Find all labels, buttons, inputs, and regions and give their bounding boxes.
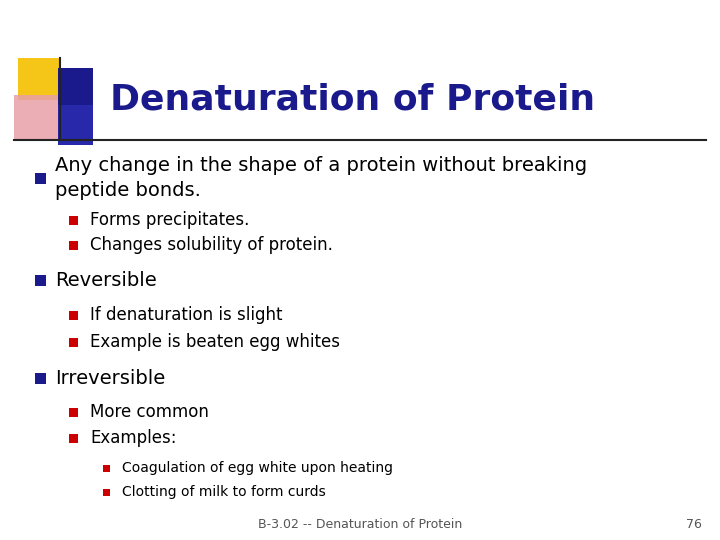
Bar <box>102 489 109 496</box>
Text: Reversible: Reversible <box>55 271 157 289</box>
Text: Example is beaten egg whites: Example is beaten egg whites <box>90 333 340 351</box>
Text: Irreversible: Irreversible <box>55 368 166 388</box>
Text: 76: 76 <box>686 517 702 530</box>
Text: Coagulation of egg white upon heating: Coagulation of egg white upon heating <box>122 461 393 475</box>
Text: Examples:: Examples: <box>90 429 176 447</box>
Text: Denaturation of Protein: Denaturation of Protein <box>110 83 595 117</box>
Bar <box>68 408 78 416</box>
Text: More common: More common <box>90 403 209 421</box>
Bar <box>35 172 45 184</box>
Bar <box>58 105 93 145</box>
Text: If denaturation is slight: If denaturation is slight <box>90 306 282 324</box>
Bar <box>14 95 64 140</box>
Text: Changes solubility of protein.: Changes solubility of protein. <box>90 236 333 254</box>
Bar <box>68 338 78 347</box>
Text: Any change in the shape of a protein without breaking
peptide bonds.: Any change in the shape of a protein wit… <box>55 157 587 200</box>
Bar <box>68 310 78 320</box>
Bar <box>68 434 78 442</box>
Bar <box>68 215 78 225</box>
Bar <box>35 373 45 383</box>
Text: Clotting of milk to form curds: Clotting of milk to form curds <box>122 485 325 499</box>
Bar <box>58 68 93 116</box>
Text: Forms precipitates.: Forms precipitates. <box>90 211 249 229</box>
Bar <box>18 58 60 100</box>
Bar <box>35 274 45 286</box>
Bar <box>68 240 78 249</box>
Bar <box>102 464 109 471</box>
Text: B-3.02 -- Denaturation of Protein: B-3.02 -- Denaturation of Protein <box>258 517 462 530</box>
